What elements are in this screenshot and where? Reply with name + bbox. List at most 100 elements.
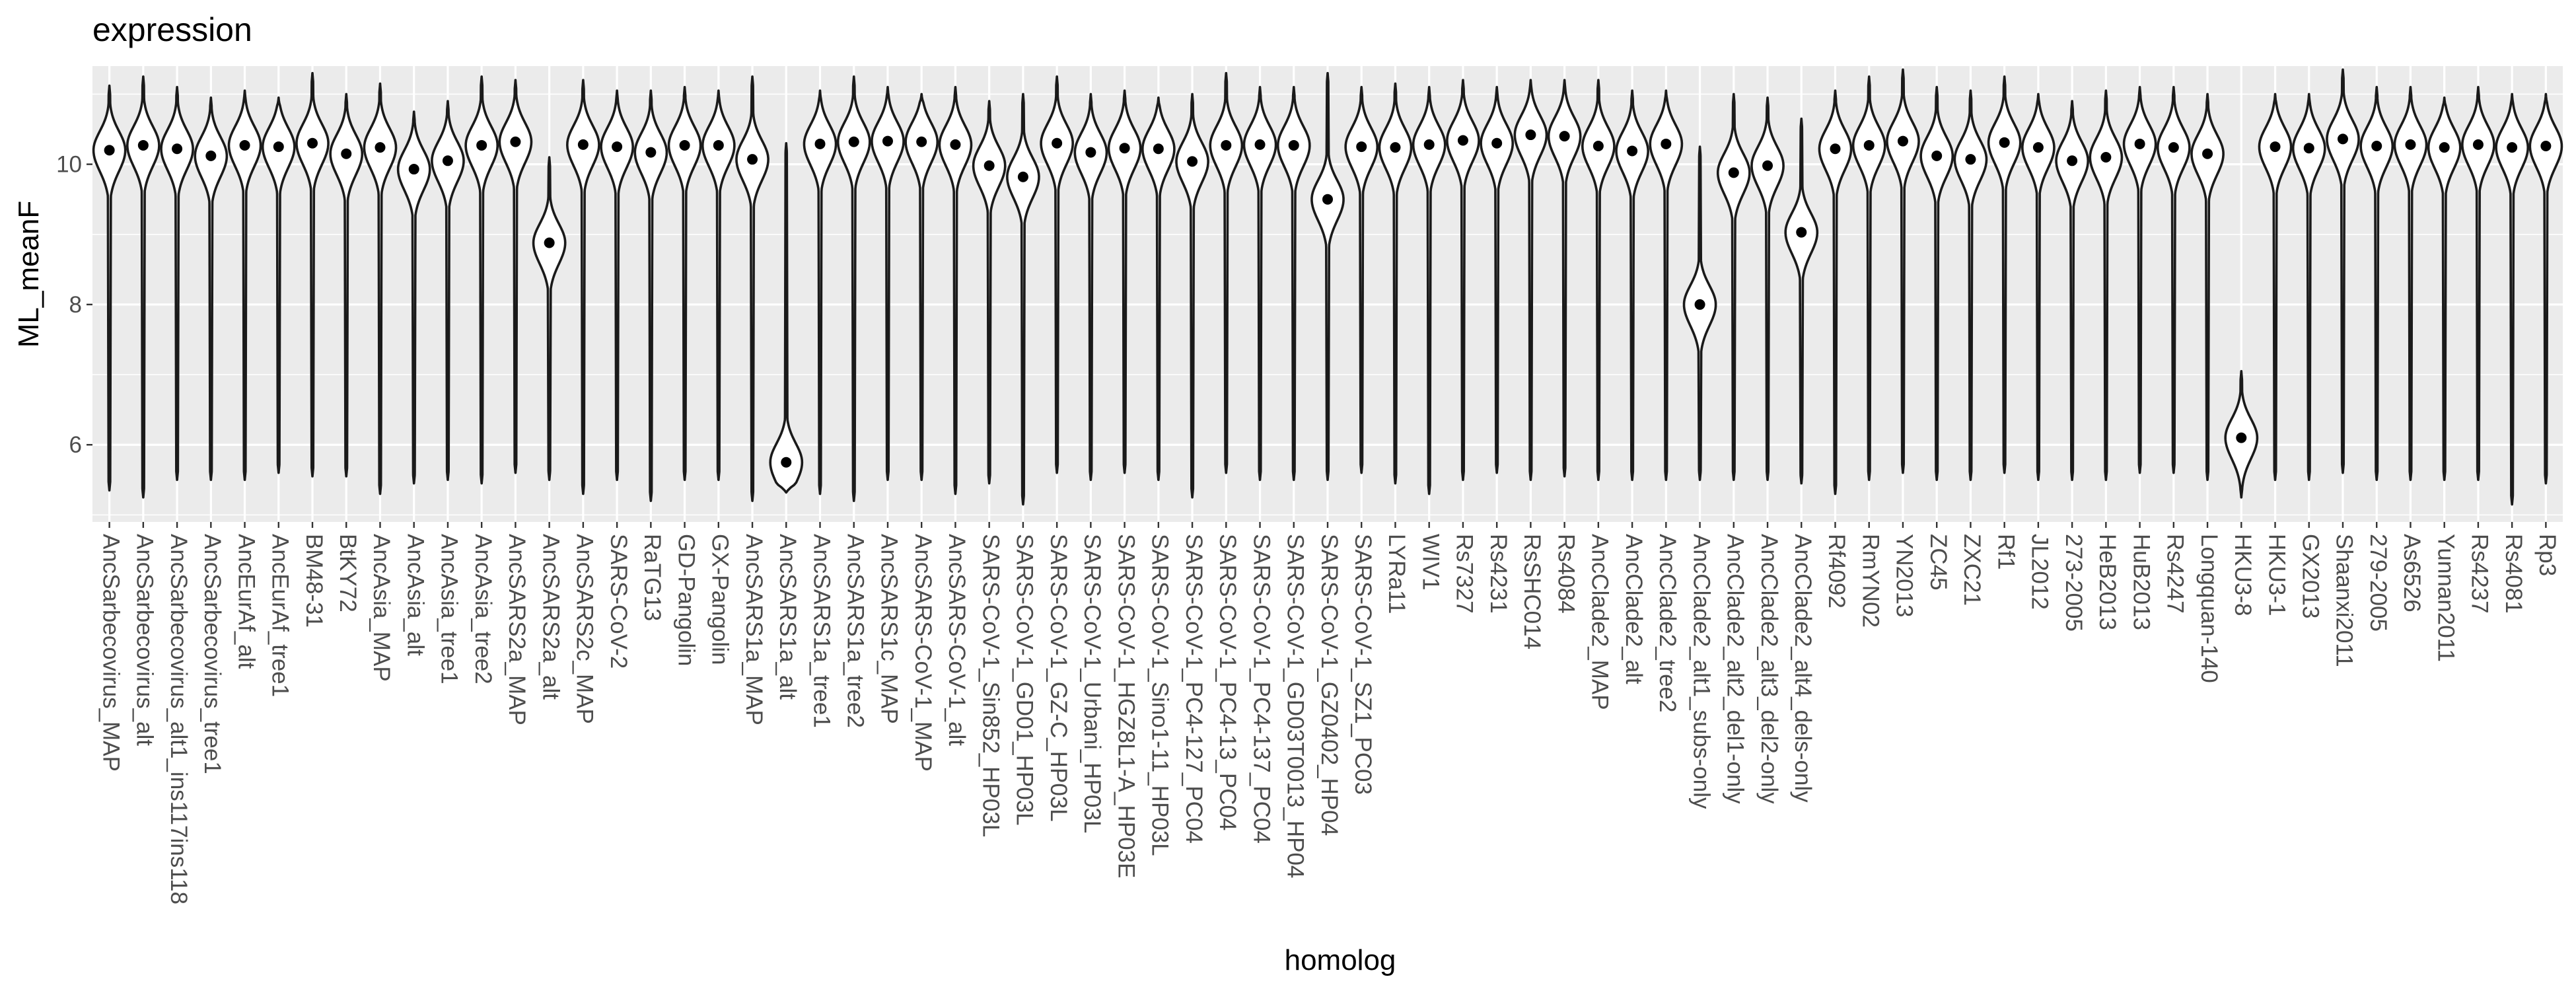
median-point-AncSarbecovirus_alt <box>137 139 149 151</box>
violin-AncClade2_MAP <box>1581 79 1616 482</box>
violin-Rs4247 <box>2156 86 2191 474</box>
violin-BM48-31 <box>295 71 330 478</box>
violin-SARS-CoV-1_PC4-137_PC04 <box>1242 86 1277 482</box>
chart-title: expression <box>92 11 252 48</box>
median-point-AncAsia_tree2 <box>476 139 487 151</box>
x-tick-label: SARS-CoV-1_SZ1_PC03 <box>1350 534 1376 795</box>
median-point-AncAsia_tree1 <box>442 155 453 166</box>
violin-AncSARS1a_MAP <box>735 75 769 502</box>
violin-AncSarbecovirus_MAP <box>92 84 127 492</box>
x-tick-label: GX-Pangolin <box>707 534 733 665</box>
x-tick-label: LYRa11 <box>1384 534 1410 614</box>
median-point-SARS-CoV-1_Sino1-11_HP03L <box>1153 143 1164 155</box>
x-tick-label: AncAsia_tree2 <box>470 534 496 684</box>
median-point-Rs4231 <box>1491 137 1503 149</box>
violin-Longquan-140 <box>2190 92 2225 482</box>
violin-SARS-CoV-1_Sin852_HP03L <box>972 100 1007 485</box>
violin-SARS-CoV-1_GD01_HP03L <box>1006 92 1040 506</box>
x-tick-label: JL2012 <box>2027 534 2053 610</box>
violin-AncSARS-CoV-1_MAP <box>904 92 939 482</box>
x-tick-label: AncClade2_alt4_dels-only <box>1790 534 1816 803</box>
violin-Rp3 <box>2528 92 2563 485</box>
x-tick-label: HuB2013 <box>2128 534 2154 630</box>
violin-273-2005 <box>2055 100 2089 482</box>
x-axis-title: homolog <box>1285 944 1396 976</box>
median-point-Rf1 <box>1999 137 2010 148</box>
violin-GX-Pangolin <box>701 89 736 482</box>
median-point-AncSarbecovirus_alt1_ins117ins118 <box>172 143 183 155</box>
median-point-AncClade2_alt1_subs-only <box>1694 299 1705 310</box>
median-point-HKU3-1 <box>2270 141 2281 153</box>
violin-Rs4081 <box>2495 92 2530 506</box>
violin-ZC45 <box>1919 86 1954 482</box>
violin-AncClade2_alt3_del2-only <box>1750 96 1785 482</box>
x-tick-label: AncAsia_MAP <box>369 534 394 682</box>
x-tick-label: AncSARS1c_MAP <box>877 534 902 724</box>
x-tick-label: AncClade2_alt3_del2-only <box>1756 534 1782 804</box>
violin-AncSARS1c_MAP <box>871 86 905 482</box>
violin-Yunnan2011 <box>2427 96 2462 482</box>
x-tick-label: SARS-CoV-1_GZ-C_HP03L <box>1046 534 1071 822</box>
x-tick-label: HKU3-1 <box>2264 534 2289 616</box>
x-tick-label: RaTG13 <box>639 534 665 621</box>
median-points <box>104 129 2552 468</box>
median-point-SARS-CoV-2 <box>612 141 623 153</box>
x-tick-label: HKU3-8 <box>2230 534 2256 616</box>
x-tick-label: AncClade2_tree2 <box>1655 534 1680 712</box>
violin-SARS-CoV-1_GD03T0013_HP04 <box>1276 86 1311 482</box>
violin-SARS-CoV-2 <box>600 89 634 482</box>
violin-AncSARS2c_MAP <box>566 79 600 495</box>
x-tick-label: SARS-CoV-1_PC4-137_PC04 <box>1248 534 1274 844</box>
violin-LYRa11 <box>1378 82 1413 485</box>
x-tick-label: WIV1 <box>1417 534 1443 591</box>
y-tick-label: 8 <box>69 292 82 318</box>
median-point-RmYN02 <box>1863 139 1875 151</box>
violin-AncSARS2a_alt <box>532 156 567 482</box>
x-tick-label: Rp3 <box>2534 534 2560 576</box>
median-point-RsSHC014 <box>1525 129 1536 141</box>
median-point-AncSARS1c_MAP <box>882 135 893 147</box>
median-point-AncSARS1a_tree1 <box>814 138 826 149</box>
median-point-AncClade2_alt <box>1627 145 1638 157</box>
median-point-BM48-31 <box>307 137 318 149</box>
median-point-Rs4084 <box>1559 131 1570 142</box>
x-tick-label: AncSARS1a_alt <box>775 534 801 700</box>
median-point-Rs7327 <box>1457 135 1468 146</box>
median-point-As6526 <box>2405 139 2416 150</box>
median-point-ZC45 <box>1931 150 1943 161</box>
median-point-YN2013 <box>1897 135 1908 147</box>
x-tick-label: ZXC21 <box>1959 534 1985 606</box>
median-point-SARS-CoV-1_GD03T0013_HP04 <box>1288 139 1299 151</box>
median-point-SARS-CoV-1_SZ1_PC03 <box>1356 141 1367 153</box>
x-tick-label: Rs4247 <box>2163 534 2188 614</box>
x-tick-label: Rf4092 <box>1824 534 1849 608</box>
median-point-AncSARS2a_MAP <box>510 136 521 147</box>
median-point-SARS-CoV-1_GD01_HP03L <box>1017 171 1028 182</box>
x-tick-label: AncSARS2a_MAP <box>504 534 530 725</box>
x-tick-label: BtKY72 <box>335 534 361 612</box>
median-point-GD-Pangolin <box>679 139 690 151</box>
violin-AncEurAf_tree1 <box>261 96 296 474</box>
violin-RsSHC014 <box>1513 79 1548 482</box>
x-tick-label: AncSARS1a_tree1 <box>808 534 834 728</box>
median-point-JL2012 <box>2032 142 2044 153</box>
violin-SARS-CoV-1_Urbani_HP03L <box>1073 92 1108 482</box>
x-tick-label: AncSARS-CoV-1_MAP <box>910 534 936 772</box>
median-point-Yunnan2011 <box>2439 142 2450 153</box>
x-tick-label: Shaanxi2011 <box>2332 534 2357 667</box>
violin-SARS-CoV-1_SZ1_PC03 <box>1344 86 1379 474</box>
x-tick-label: AncSarbecovirus_MAP <box>98 534 124 772</box>
violin-AncSarbecovirus_alt <box>125 75 161 499</box>
violin-AncSARS-CoV-1_alt <box>938 86 973 495</box>
x-tick-label: Rs4084 <box>1553 534 1579 614</box>
median-point-Rs4247 <box>2168 142 2179 153</box>
median-point-AncSARS2a_alt <box>544 237 555 248</box>
median-point-AncSARS1a_alt <box>781 457 792 468</box>
violin-AncSarbecovirus_alt1_ins117ins118 <box>160 86 194 482</box>
violin-Rs4237 <box>2461 86 2495 482</box>
median-point-SARS-CoV-1_PC4-137_PC04 <box>1254 139 1266 150</box>
violin-AncAsia_tree1 <box>431 100 465 482</box>
x-tick-label: AncClade2_alt2_del1-only <box>1723 534 1748 804</box>
